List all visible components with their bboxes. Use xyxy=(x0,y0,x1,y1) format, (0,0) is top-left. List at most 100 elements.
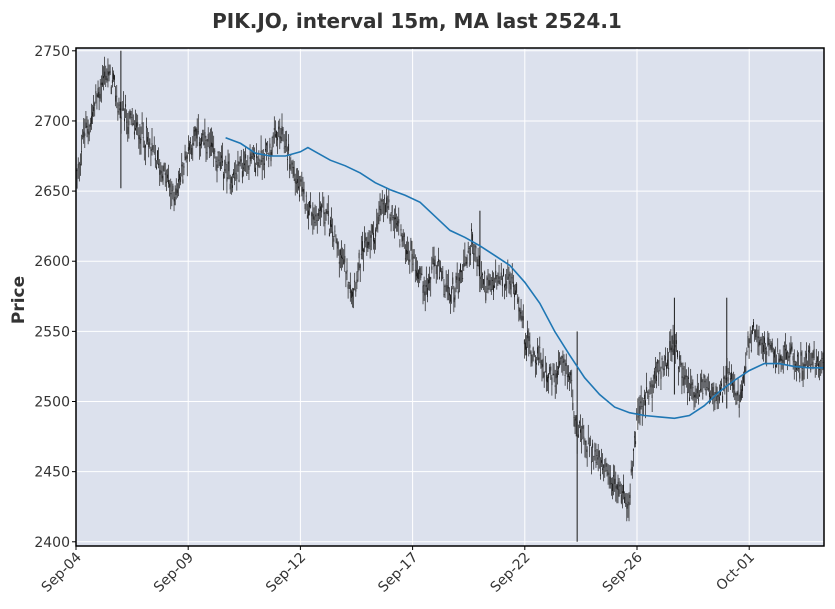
price-candle xyxy=(768,342,770,345)
price-candle xyxy=(295,181,297,185)
price-candle xyxy=(662,368,664,371)
price-candle xyxy=(198,142,200,147)
price-candle xyxy=(630,468,632,473)
price-candle xyxy=(776,363,778,368)
price-candle xyxy=(324,222,326,224)
price-candle xyxy=(688,377,689,379)
price-candle xyxy=(757,336,759,339)
price-candle xyxy=(168,180,169,184)
price-candle xyxy=(420,273,422,278)
price-candle xyxy=(164,172,166,176)
price-candle xyxy=(187,147,189,151)
x-tick-label: Sep-26 xyxy=(600,549,646,595)
price-candle xyxy=(551,377,553,386)
price-candle xyxy=(192,142,194,146)
price-candle xyxy=(364,241,366,243)
price-candle xyxy=(799,372,801,379)
price-candle xyxy=(122,108,124,110)
price-candle xyxy=(279,136,281,139)
price-candle xyxy=(414,269,416,271)
price-candle xyxy=(186,155,188,159)
price-candle xyxy=(779,355,781,361)
price-candle xyxy=(735,402,737,404)
price-candle xyxy=(488,279,490,286)
price-candle xyxy=(624,496,626,504)
price-candle xyxy=(403,233,405,237)
price-candle xyxy=(101,82,103,86)
price-candle xyxy=(278,126,280,130)
price-candle xyxy=(301,186,303,192)
price-candle xyxy=(686,391,688,393)
price-candle xyxy=(464,256,466,258)
price-candle xyxy=(581,438,583,440)
price-candle xyxy=(328,233,330,237)
price-candle xyxy=(189,143,190,150)
price-candle xyxy=(740,389,742,399)
price-candle xyxy=(618,489,620,497)
price-candle xyxy=(201,136,203,145)
price-candle xyxy=(305,195,307,197)
price-candle xyxy=(398,219,400,224)
price-candle xyxy=(691,382,693,386)
price-candle xyxy=(547,376,548,383)
price-candle xyxy=(772,352,774,354)
x-tick-label: Oct-01 xyxy=(713,550,758,595)
price-candle xyxy=(158,163,160,166)
price-candle xyxy=(695,393,697,398)
price-candle xyxy=(718,396,720,401)
price-candle xyxy=(519,309,521,319)
price-candle xyxy=(421,273,423,275)
price-candle xyxy=(133,131,135,135)
price-candle xyxy=(429,276,431,283)
price-candle xyxy=(382,203,384,205)
price-candle xyxy=(595,461,597,463)
price-candle xyxy=(408,259,410,261)
price-candle xyxy=(379,205,381,210)
price-candle xyxy=(166,174,168,179)
price-candle xyxy=(205,140,207,141)
price-candle xyxy=(602,468,604,470)
price-candle xyxy=(128,120,130,126)
price-candle xyxy=(800,352,802,356)
price-candle xyxy=(367,241,369,248)
price-candle xyxy=(204,132,206,138)
price-candle xyxy=(457,290,459,294)
price-candle xyxy=(569,376,570,380)
price-candle xyxy=(506,281,508,289)
price-candle xyxy=(108,72,110,76)
price-candle xyxy=(731,372,732,380)
price-candle xyxy=(755,329,757,338)
price-candle xyxy=(238,179,240,183)
price-candle xyxy=(97,88,99,98)
price-candle xyxy=(346,270,348,272)
price-candle xyxy=(399,244,401,246)
price-candle xyxy=(78,163,80,165)
price-candle xyxy=(347,284,349,289)
price-candle xyxy=(124,118,125,122)
price-candle xyxy=(454,295,456,300)
price-candle xyxy=(798,367,800,369)
price-candle xyxy=(710,396,711,400)
price-candle xyxy=(620,494,622,503)
price-candle xyxy=(572,402,574,410)
price-candle xyxy=(208,146,210,149)
price-candle xyxy=(370,235,372,238)
price-candle xyxy=(597,457,599,460)
price-candle xyxy=(562,361,564,363)
price-candle xyxy=(803,364,805,368)
price-candle xyxy=(704,380,706,383)
y-tick-label: 2650 xyxy=(34,184,70,200)
price-candle xyxy=(417,272,418,279)
price-candle xyxy=(269,143,271,149)
price-candle xyxy=(118,104,120,106)
price-candle xyxy=(268,157,270,159)
price-candle xyxy=(609,476,611,485)
price-candle xyxy=(366,241,368,249)
price-candle xyxy=(239,157,241,164)
price-candle xyxy=(558,366,559,370)
price-candle xyxy=(791,346,793,350)
price-candle xyxy=(309,200,310,208)
price-candle xyxy=(485,291,487,301)
price-candle xyxy=(426,287,428,297)
price-candle xyxy=(361,241,363,252)
